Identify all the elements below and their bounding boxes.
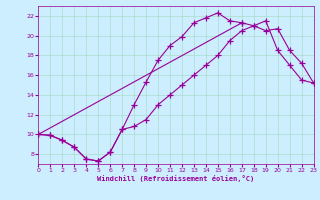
X-axis label: Windchill (Refroidissement éolien,°C): Windchill (Refroidissement éolien,°C): [97, 175, 255, 182]
